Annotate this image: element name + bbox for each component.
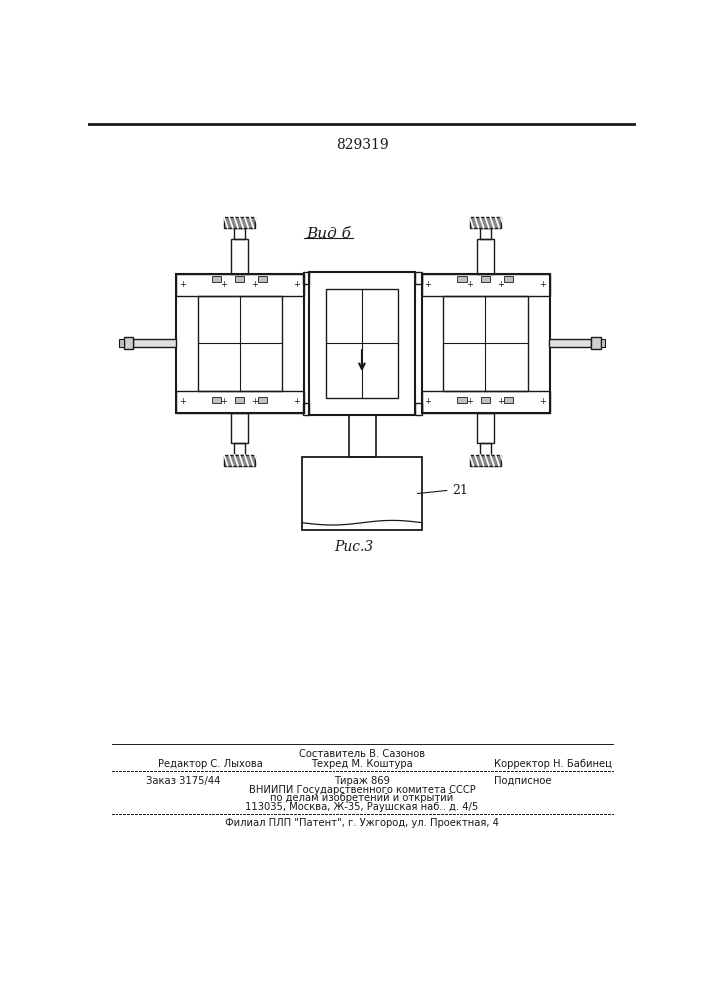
- Bar: [231, 239, 248, 274]
- Bar: [224, 455, 255, 466]
- Bar: [134, 339, 176, 347]
- Bar: [480, 228, 491, 239]
- Text: 829319: 829319: [336, 138, 388, 152]
- Bar: [457, 276, 467, 282]
- Bar: [457, 397, 467, 403]
- Bar: [234, 443, 245, 455]
- Bar: [601, 339, 605, 347]
- Bar: [469, 217, 501, 228]
- Text: +: +: [179, 280, 186, 289]
- Bar: [176, 274, 304, 296]
- Text: 113035, Москва, Ж-35, Раушская наб.. д. 4/5: 113035, Москва, Ж-35, Раушская наб.. д. …: [245, 802, 479, 812]
- Bar: [549, 339, 591, 347]
- Text: +: +: [252, 397, 259, 406]
- Text: Техред М. Коштура: Техред М. Коштура: [311, 759, 413, 769]
- Text: +: +: [424, 397, 431, 406]
- Bar: [231, 413, 248, 443]
- Text: +: +: [497, 397, 504, 406]
- Bar: [591, 337, 601, 349]
- Text: Подписное: Подписное: [493, 776, 551, 786]
- Bar: [309, 272, 414, 415]
- Text: +: +: [466, 397, 473, 406]
- Text: +: +: [293, 397, 300, 406]
- Text: +: +: [466, 280, 473, 289]
- Bar: [327, 289, 397, 398]
- Text: +: +: [221, 280, 228, 289]
- Text: Редактор С. Лыхова: Редактор С. Лыхова: [158, 759, 263, 769]
- Text: Заказ 3175/44: Заказ 3175/44: [146, 776, 221, 786]
- Text: +: +: [179, 397, 186, 406]
- Bar: [481, 397, 490, 403]
- Bar: [211, 276, 221, 282]
- Text: Тираж 869: Тираж 869: [334, 776, 390, 786]
- Text: Корректор Н. Бабинец: Корректор Н. Бабинец: [494, 759, 612, 769]
- Bar: [198, 296, 282, 391]
- Bar: [421, 274, 549, 413]
- Bar: [477, 239, 493, 274]
- Bar: [211, 397, 221, 403]
- Bar: [258, 397, 267, 403]
- Bar: [414, 403, 421, 415]
- Text: Рис.3: Рис.3: [334, 540, 374, 554]
- Bar: [349, 415, 376, 457]
- Bar: [303, 457, 422, 530]
- Text: 21: 21: [452, 484, 468, 497]
- Text: Вид б: Вид б: [306, 227, 351, 241]
- Bar: [176, 274, 304, 413]
- Bar: [176, 391, 304, 413]
- Bar: [235, 276, 244, 282]
- Bar: [119, 339, 124, 347]
- Bar: [469, 455, 501, 466]
- Bar: [421, 274, 549, 296]
- Text: +: +: [293, 280, 300, 289]
- Text: +: +: [221, 397, 228, 406]
- Text: +: +: [497, 280, 504, 289]
- Text: Составитель В. Сазонов: Составитель В. Сазонов: [299, 749, 425, 759]
- Text: Филиал ПЛП "Патент", г. Ужгород, ул. Проектная, 4: Филиал ПЛП "Патент", г. Ужгород, ул. Про…: [225, 818, 499, 828]
- Bar: [235, 397, 244, 403]
- Bar: [234, 228, 245, 239]
- Text: +: +: [539, 280, 546, 289]
- Text: +: +: [424, 280, 431, 289]
- Bar: [477, 413, 493, 443]
- Bar: [504, 397, 513, 403]
- Text: +: +: [252, 280, 259, 289]
- Bar: [303, 403, 309, 415]
- Bar: [414, 272, 421, 284]
- Bar: [480, 443, 491, 455]
- Text: по делам изобретений и открытий: по делам изобретений и открытий: [270, 793, 454, 803]
- Bar: [443, 296, 528, 391]
- Bar: [258, 276, 267, 282]
- Text: +: +: [539, 397, 546, 406]
- Bar: [421, 391, 549, 413]
- Bar: [504, 276, 513, 282]
- Text: ВНИИПИ Государственного комитета СССР: ВНИИПИ Государственного комитета СССР: [249, 785, 475, 795]
- Bar: [303, 272, 309, 284]
- Bar: [481, 276, 490, 282]
- Bar: [224, 217, 255, 228]
- Bar: [124, 337, 134, 349]
